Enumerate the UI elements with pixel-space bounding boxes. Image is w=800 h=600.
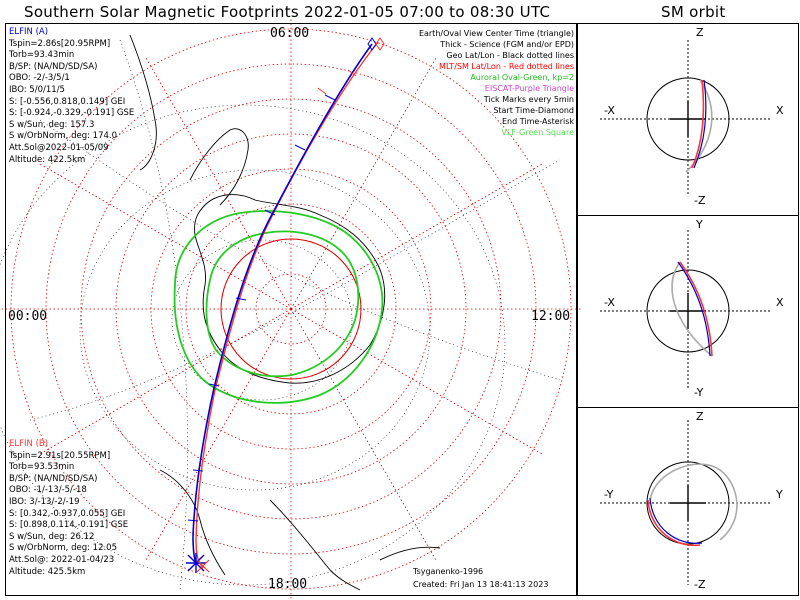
orbit1-axis-right: X	[776, 104, 784, 117]
probe-b-trace	[195, 41, 379, 569]
probe-a-ticks	[187, 94, 336, 522]
sm-lon-line	[39, 163, 292, 310]
probe-b-line: Torb=93.53min	[9, 462, 75, 473]
auroral-oval	[173, 210, 384, 404]
legend-item: VLF-Green Square	[501, 128, 574, 137]
orbit-title: SM orbit	[661, 3, 726, 21]
probe-b-line: OBO: -1/-13/-5/-18	[9, 485, 87, 496]
coastlines	[129, 34, 441, 591]
probe-a-name: ELFIN (A)	[9, 27, 49, 37]
probe-a-line: Tspin=2.86s[20.95RPM]	[9, 38, 111, 49]
orbit1-axis-top: Z	[696, 26, 704, 39]
legend-item: Geo Lat/Lon - Black dotted lines	[446, 51, 574, 60]
probe-b-line: S: [0.898,0.114,-0.191] GSE	[9, 520, 129, 531]
probe-b-line: B/SP: (NA/ND/SD/SA)	[9, 473, 98, 484]
orbit-panel-yz-bottom	[600, 420, 770, 585]
probe-a-line: S: [-0.556,0.818,0.149] GEI	[9, 96, 126, 107]
probe-a-line: Att.Sol@2022-01-05/09	[9, 142, 109, 153]
probe-b-line: Tspin=2.91s[20.55RPM]	[9, 450, 111, 461]
legend-item: Thick - Science (FGM and/or EPD)	[440, 40, 574, 49]
legend-item: MLT/SM Lat/Lon - Red dotted lines	[439, 62, 574, 71]
probe-a-info: ELFIN (A) Tspin=2.86s[20.95RPM] Torb=93.…	[9, 27, 134, 166]
legend: Earth/Oval View Center Time (triangle) Th…	[419, 28, 574, 138]
probe-a-line: B/SP: (NA/ND/SD/SA)	[9, 61, 98, 72]
legend-item: End Time-Asterisk	[501, 117, 574, 126]
clock-label-left: 00:00	[8, 309, 48, 324]
probe-a-line: Torb=93.43min	[9, 50, 75, 61]
clock-label-bottom: 18:00	[268, 577, 308, 592]
sm-lon-line	[145, 308, 292, 561]
sm-lon-line	[145, 57, 292, 310]
probe-b-start-diamond	[375, 37, 385, 51]
probe-a-line: S w/OrbNorm, deg: 174.0	[9, 131, 118, 142]
orbit2-axis-bottom: -Y	[694, 386, 704, 399]
probe-a-line: S: [-0.924,-0.329,-0.191] GSE	[9, 108, 135, 119]
probe-a-line: Altitude: 422.5km	[9, 154, 86, 165]
geo-grid	[0, 39, 561, 591]
polar-plot	[0, 19, 581, 599]
orbit3-axis-bottom: -Z	[694, 578, 706, 591]
probe-b-line: Altitude: 425.5km	[9, 566, 86, 577]
legend-item: Tick Marks every 5min	[483, 95, 574, 104]
sm-lon-line	[290, 163, 543, 310]
orbit1-axis-bottom: -Z	[694, 194, 706, 207]
sm-lon-lines	[1, 19, 581, 599]
probe-a-end-asterisk	[186, 553, 206, 573]
model-credit: Tsyganenko-1996	[413, 567, 484, 576]
legend-item: Start Time-Diamond	[493, 106, 574, 115]
orbit3-axis-right: Y	[776, 488, 783, 501]
plot-title: Southern Solar Magnetic Footprints 2022-…	[24, 3, 551, 21]
sm-lon-line	[290, 57, 437, 310]
orbit-frame	[577, 23, 799, 596]
orbit1-axis-left: -X	[604, 104, 615, 117]
probe-a-trace	[192, 43, 373, 564]
probe-a-line: OBO: -2/-3/5/1	[9, 73, 70, 84]
sm-inner-circle	[220, 238, 362, 380]
probe-b-line: S w/Sun, deg: 26.12	[9, 531, 95, 542]
clock-label-right: 12:00	[531, 309, 571, 324]
sm-lon-line	[39, 308, 292, 455]
probe-b-line: IBO: 3/-13/-2/-19	[9, 496, 80, 507]
orbit2-axis-top: Y	[696, 218, 703, 231]
orbit-panel-xz-top	[600, 40, 770, 195]
orbit3-axis-left: -Y	[604, 488, 614, 501]
probe-a-start-diamond	[367, 37, 377, 51]
probe-a-line: IBO: 5/0/11/5	[9, 84, 65, 95]
probe-b-info: ELFIN (B) Tspin=2.91s[20.55RPM] Torb=93.…	[9, 439, 128, 578]
clock-label-top: 06:00	[270, 26, 310, 41]
probe-b-ticks	[317, 69, 357, 95]
orbit2-axis-right: X	[776, 296, 784, 309]
sm-lon-line	[290, 308, 437, 561]
probe-b-line: S w/OrbNorm, deg: 12.05	[9, 543, 118, 554]
probe-a-line: S w/Sun, deg: 157.3	[9, 119, 95, 130]
orbit3-axis-top: Z	[696, 410, 704, 423]
sm-lon-line	[290, 308, 543, 455]
probe-b-name: ELFIN (B)	[9, 439, 49, 449]
created-timestamp: Created: Fri Jan 13 18:41:13 2023	[413, 580, 549, 589]
legend-item: Auroral Oval-Green, kp=2	[470, 73, 574, 82]
orbit-panel-xy-middle	[600, 230, 770, 390]
legend-item: Earth/Oval View Center Time (triangle)	[418, 29, 574, 38]
probe-b-line: S: [0.342,-0.937,0.055] GEI	[9, 508, 126, 519]
legend-item: EISCAT-Purple Triangle	[484, 84, 574, 93]
probe-b-line: Att.Sol@: 2022-01-04/23	[9, 554, 115, 565]
orbit2-axis-left: -X	[604, 296, 615, 309]
probe-b-end-asterisk	[196, 559, 210, 573]
